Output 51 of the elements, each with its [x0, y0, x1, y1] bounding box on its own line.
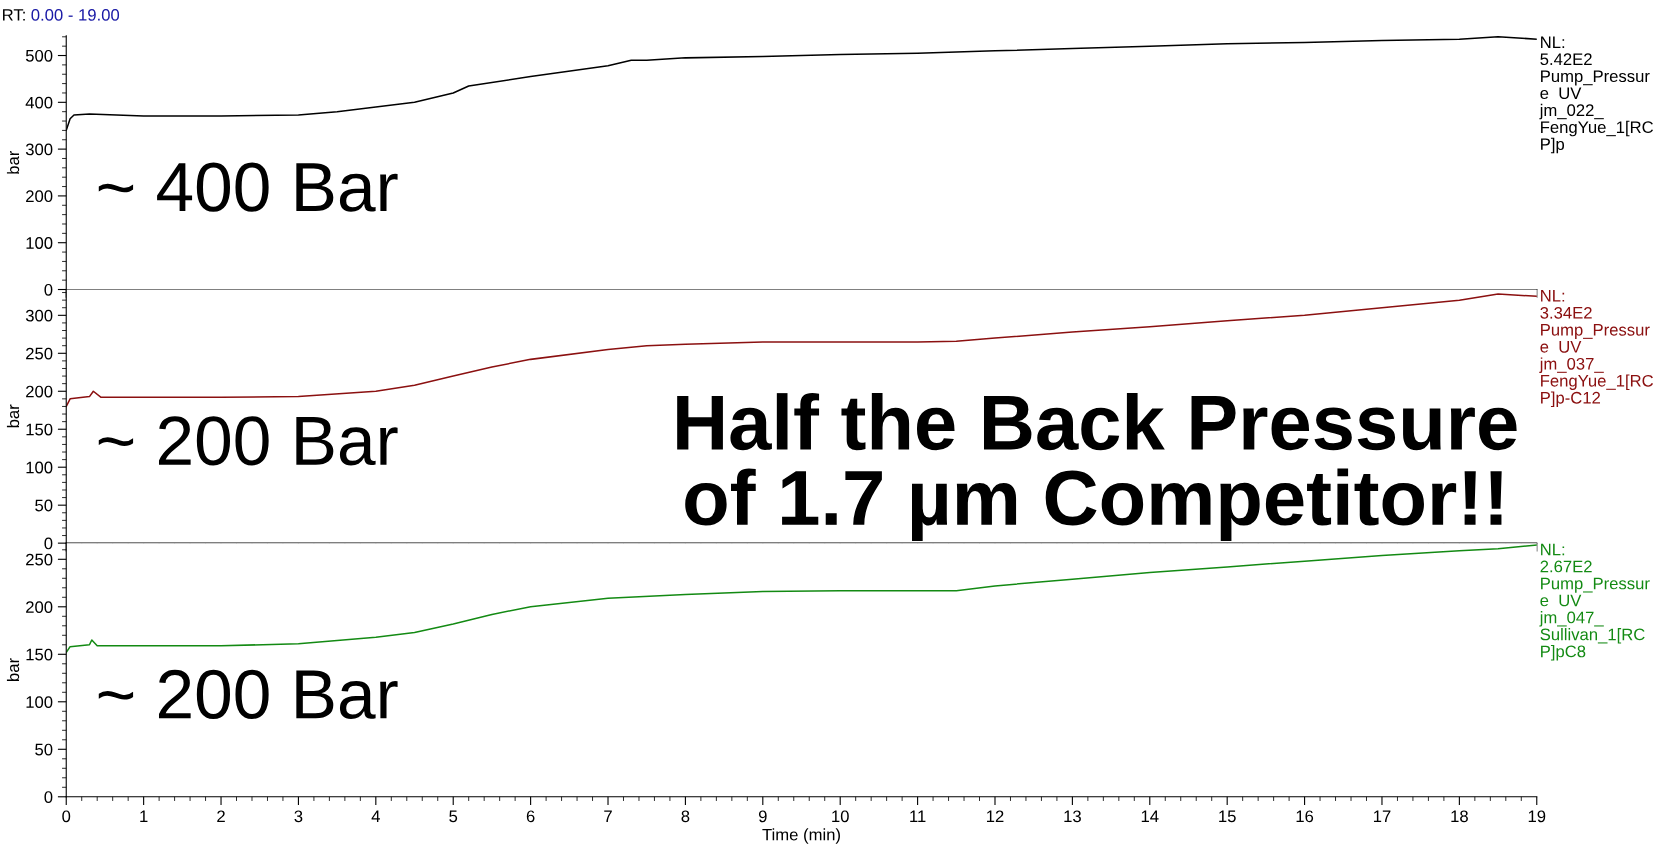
x-tick-label: 2: [217, 810, 225, 823]
y-tick-label: 200: [26, 190, 53, 203]
x-tick-label: 6: [526, 810, 535, 823]
annotation: Half the Back Pressure of 1.7 µm Competitor!!: [677, 393, 1517, 541]
y-tick-label: 0: [44, 537, 53, 550]
y-tick-label: 200: [26, 385, 53, 398]
text: NL: 3.34E2 Pump_Pressur e UV jm_037_ FengYue_1[RC P]p-C12: [1539, 290, 1654, 407]
y-tick-label: 100: [26, 696, 53, 708]
x-tick-label: 0: [62, 810, 71, 823]
x-tick-label: 17: [1373, 810, 1391, 823]
annotation: ~ 400 Bar: [98, 162, 398, 212]
y-tick-label: 300: [25, 309, 53, 322]
y-axis-title: bar: [6, 150, 20, 174]
x-tick-label: 1: [140, 810, 148, 823]
y-tick-label: 100: [26, 461, 53, 474]
annotation: ~ 200 Bar: [98, 669, 398, 720]
x-tick-label: 14: [1141, 810, 1159, 823]
x-tick-label: 12: [987, 810, 1004, 823]
chart-title: RT: 0.00 - 19.00: [3, 8, 120, 21]
y-axis-title: bar: [6, 404, 20, 428]
x-tick-label: 5: [449, 810, 458, 823]
annotation: ~ 200 Bar: [98, 416, 398, 466]
x-tick-label: 11: [910, 810, 926, 823]
y-tick-label: 150: [26, 423, 53, 436]
x-tick-label: 3: [294, 810, 303, 823]
x-tick-label: 7: [604, 810, 612, 823]
x-tick-label: 18: [1451, 810, 1468, 823]
text: NL: 5.42E2 Pump_Pressur e UV jm_022_ FengYue_1[RC P]p: [1539, 36, 1654, 154]
y-tick-label: 50: [35, 499, 53, 512]
x-tick-label: 4: [371, 810, 380, 823]
y-tick-label: 100: [26, 237, 53, 249]
y-tick-label: 500: [25, 49, 53, 62]
y-tick-label: 400: [25, 96, 53, 109]
x-axis-title: Time (min): [762, 828, 840, 844]
x-tick-label: 8: [681, 810, 690, 823]
x-tick-label: 13: [1064, 810, 1081, 823]
y-tick-label: 200: [26, 601, 53, 613]
y-tick-label: 0: [44, 791, 53, 803]
x-tick-label: 15: [1219, 810, 1236, 823]
y-tick-label: 250: [26, 347, 53, 360]
y-tick-label: 0: [44, 283, 53, 296]
y-tick-label: 50: [35, 743, 53, 756]
x-tick-label: 16: [1296, 810, 1314, 823]
y-tick-label: 300: [25, 143, 53, 156]
x-tick-label: 9: [758, 810, 767, 823]
x-tick-label: 10: [832, 810, 849, 823]
y-tick-label: 150: [26, 648, 53, 661]
y-axis-title: bar: [6, 658, 20, 681]
x-tick-label: 19: [1528, 810, 1546, 823]
text: NL: 2.67E2 Pump_Pressur e UV jm_047_ Sullivan_1[RC P]pC8: [1539, 543, 1650, 661]
y-tick-label: 250: [26, 553, 53, 566]
